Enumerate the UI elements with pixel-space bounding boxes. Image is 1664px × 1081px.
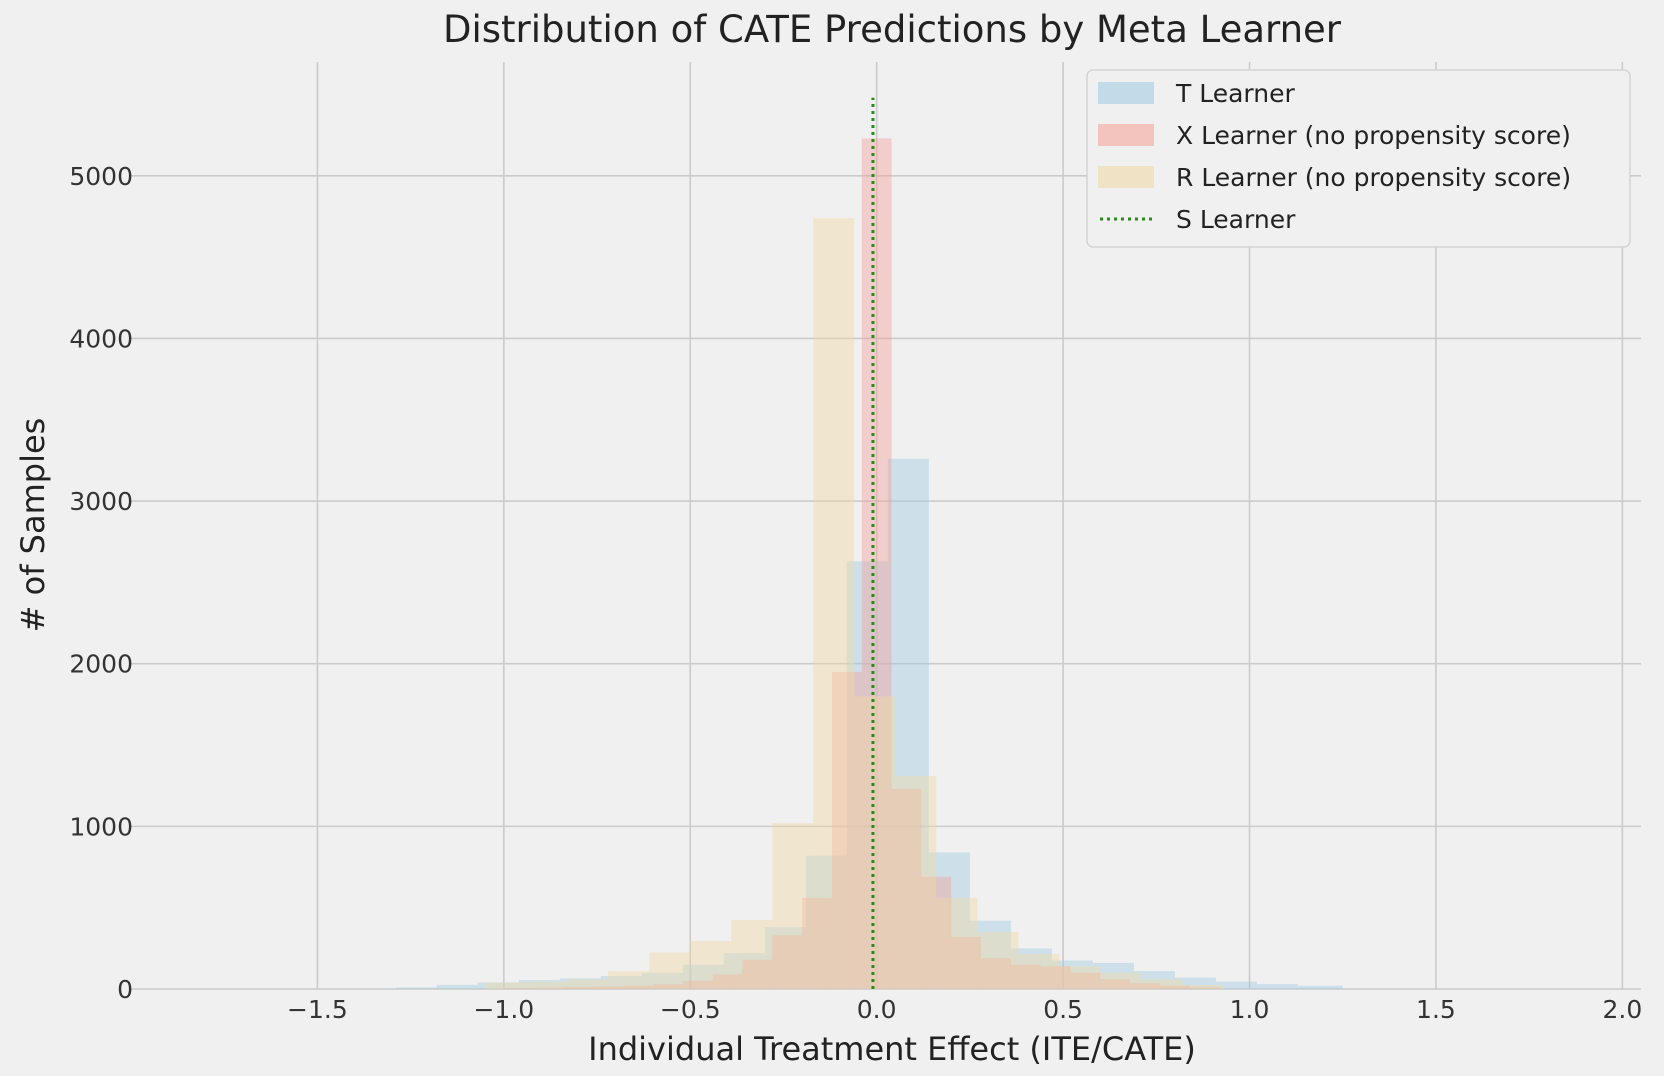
x-tick-label: 1.5: [1416, 995, 1456, 1024]
x-tick-label: 2.0: [1602, 995, 1642, 1024]
histogram-bar: [477, 982, 519, 989]
histogram-bar: [1130, 983, 1161, 989]
histogram-bar: [742, 959, 773, 989]
histogram-bar: [854, 696, 896, 989]
histogram-bar: [928, 852, 970, 989]
histogram-bar: [526, 981, 568, 989]
legend-swatch: [1098, 166, 1154, 188]
histogram-bar: [1100, 979, 1131, 989]
y-axis-ticks: 0 1000 2000 3000 4000 5000: [69, 162, 133, 1004]
histogram-bar: [485, 982, 527, 989]
histogram-bar: [846, 561, 888, 989]
histogram-bar: [1100, 972, 1142, 989]
histogram-bar: [518, 980, 560, 989]
histogram-bar: [690, 941, 732, 989]
histogram-bar: [764, 927, 806, 989]
histogram-bar: [1189, 987, 1220, 989]
histogram-bar: [951, 936, 982, 989]
histogram-bar: [641, 972, 683, 989]
x-axis-ticks: −1.5 −1.0 −0.5 0.0 0.5 1.0 1.5 2.0: [287, 995, 1642, 1024]
histogram-bar: [921, 876, 952, 989]
legend-label: X Learner (no propensity score): [1176, 121, 1571, 150]
y-axis-label: # of Samples: [14, 418, 52, 633]
histogram-bar: [977, 932, 1019, 989]
x-tick-label: −1.5: [287, 995, 348, 1024]
histogram-bar: [887, 458, 929, 989]
x-tick-label: −0.5: [660, 995, 721, 1024]
histogram-bar: [802, 897, 832, 989]
x-tick-label: 1.0: [1230, 995, 1270, 1024]
y-tick-label: 2000: [69, 650, 133, 679]
x-tick-label: −1.0: [473, 995, 534, 1024]
x-tick-label: 0.5: [1043, 995, 1083, 1024]
histogram-bar: [772, 935, 803, 989]
histogram-bar: [608, 971, 650, 989]
series-3-bars: [485, 218, 1224, 989]
histogram-bar: [1070, 972, 1101, 989]
histogram-bar: [682, 964, 724, 989]
histogram-bar: [1059, 966, 1101, 989]
histogram-bar: [731, 919, 773, 989]
histogram-bar: [1297, 985, 1343, 989]
histogram-bar: [1256, 984, 1298, 989]
histogram-bar: [1010, 948, 1052, 989]
histogram-bar: [682, 980, 713, 989]
y-tick-label: 0: [117, 975, 133, 1004]
legend-label: T Learner: [1175, 79, 1295, 108]
series-1-bars: [395, 458, 1343, 989]
histogram-bar: [1092, 962, 1134, 989]
histogram-bar: [936, 897, 978, 989]
legend-label: R Learner (no propensity score): [1176, 163, 1571, 192]
histogram-bar: [503, 988, 534, 989]
histogram-bar: [1010, 964, 1041, 989]
y-tick-label: 1000: [69, 812, 133, 841]
histogram-bar: [1133, 971, 1175, 989]
histogram-bar: [712, 974, 743, 989]
histogram-bar: [1018, 954, 1060, 989]
histogram-bar: [895, 775, 937, 989]
histogram-bar: [1160, 985, 1190, 989]
histogram-bar: [1040, 966, 1071, 989]
histogram-bar: [861, 138, 892, 990]
histogram-bar: [1182, 984, 1224, 989]
histogram-bars: [395, 138, 1343, 990]
histogram-bar: [772, 823, 814, 989]
x-axis-label: Individual Treatment Effect (ITE/CATE): [588, 1030, 1196, 1068]
legend-box: [1086, 69, 1631, 248]
histogram-bar: [891, 788, 922, 989]
histogram-bar: [981, 958, 1011, 989]
histogram-bar: [1215, 981, 1257, 989]
histogram-bar: [1051, 960, 1093, 989]
series-2-bars: [503, 138, 1220, 990]
histogram-bar: [813, 218, 855, 989]
histogram-bar: [567, 979, 609, 989]
histogram-bar: [533, 987, 564, 989]
chart-title: Distribution of CATE Predictions by Meta…: [443, 8, 1342, 51]
histogram-bar: [652, 984, 683, 989]
histogram-bar: [559, 978, 601, 989]
histogram-bar: [805, 855, 847, 989]
legend: T Learner X Learner (no propensity score)…: [1086, 69, 1631, 248]
histogram-bar: [436, 984, 478, 989]
x-tick-label: 0.0: [857, 995, 897, 1024]
legend-swatch: [1098, 82, 1154, 104]
y-tick-label: 5000: [69, 162, 133, 191]
legend-swatch: [1098, 124, 1154, 146]
histogram-bar: [563, 987, 594, 989]
histogram-bar: [1174, 977, 1216, 989]
legend-label: S Learner: [1176, 205, 1296, 234]
histogram-bar: [593, 986, 624, 989]
histogram-bar: [649, 952, 691, 989]
histogram-bar: [623, 985, 653, 989]
histogram-bar: [723, 953, 765, 989]
y-tick-label: 3000: [69, 487, 133, 516]
y-tick-label: 4000: [69, 324, 133, 353]
histogram-bar: [395, 987, 437, 989]
histogram-bar: [969, 920, 1011, 989]
histogram-bar: [831, 671, 862, 989]
histogram-bar: [1141, 979, 1183, 989]
histogram-bar: [600, 975, 642, 989]
